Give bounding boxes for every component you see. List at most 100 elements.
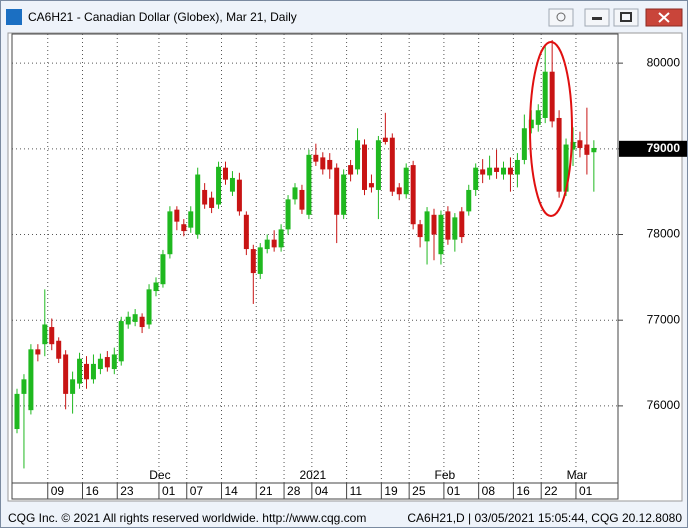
candle-body (410, 165, 416, 225)
date-axis (11, 482, 619, 500)
candle-body (466, 189, 472, 212)
candle-body (292, 187, 298, 200)
candle-body (188, 211, 194, 228)
y-tick-label: 78000 (647, 227, 681, 241)
candle-body (417, 224, 423, 238)
candle-body (174, 209, 180, 222)
candle-body (285, 199, 291, 230)
maximize-button[interactable] (613, 8, 639, 27)
candle-body (125, 316, 131, 325)
candle-body (542, 71, 548, 118)
candle-body (160, 254, 166, 285)
candle-body (21, 379, 27, 394)
y-tick-label: 76000 (647, 398, 681, 412)
candle-body (577, 140, 583, 148)
candle-body (334, 167, 340, 215)
candle-body (389, 137, 395, 192)
candle-body (70, 379, 76, 394)
app-icon (6, 9, 22, 25)
x-tick-label: 23 (120, 484, 134, 498)
candle-body (473, 167, 479, 190)
candle-body (375, 140, 381, 190)
candle-body (382, 137, 388, 142)
candle-body (494, 167, 500, 172)
candle-body (271, 239, 277, 248)
candle-body (313, 154, 319, 162)
candle-body (348, 165, 354, 175)
candle-body (236, 179, 242, 212)
candle-body (181, 224, 187, 232)
candle-body (306, 154, 312, 215)
candle-body (49, 327, 55, 345)
x-tick-label: 28 (287, 484, 301, 498)
month-label: Feb (435, 468, 456, 482)
candle-body (341, 174, 347, 215)
candle-body (63, 354, 69, 394)
minimize-icon (592, 17, 602, 20)
candle-body (403, 167, 409, 195)
candle-body (584, 144, 590, 155)
month-label: 2021 (299, 468, 326, 482)
candle-body (501, 167, 506, 175)
candle-body (202, 189, 208, 205)
y-tick-label: 80000 (647, 55, 681, 69)
candle-body (229, 177, 235, 192)
x-tick-label: 07 (190, 484, 204, 498)
x-tick-label: 11 (350, 484, 363, 498)
footer-left: CQG Inc. © 2021 All rights reserved worl… (8, 511, 366, 525)
pin-button[interactable] (548, 8, 574, 27)
highlight-ellipse (529, 41, 573, 217)
candle-body (535, 110, 541, 125)
x-tick-label: 04 (315, 484, 329, 498)
candle-body (549, 71, 555, 122)
x-tick-label: 16 (86, 484, 100, 498)
window-title: CA6H21 - Canadian Dollar (Globex), Mar 2… (28, 10, 297, 24)
y-tick-label: 77000 (647, 312, 681, 326)
candle-body (264, 239, 270, 250)
x-tick-label: 22 (544, 484, 558, 498)
x-tick-label: 08 (482, 484, 496, 498)
candle-body (320, 157, 326, 170)
last-price-label: 79000 (647, 141, 681, 155)
x-tick-label: 19 (384, 484, 398, 498)
candle-body (35, 349, 41, 355)
candle-body (514, 159, 520, 175)
candle-body (362, 144, 367, 190)
close-icon (658, 12, 670, 23)
candle-body (216, 166, 222, 205)
candle-body (556, 117, 562, 192)
candle-body (528, 119, 534, 129)
candle-body (521, 128, 527, 160)
candle-body (42, 324, 48, 345)
pin-icon (556, 12, 566, 22)
candle-body (111, 354, 117, 370)
candle-body (563, 144, 569, 192)
maximize-icon (620, 12, 632, 22)
candle-body (118, 321, 124, 362)
x-tick-label: 25 (412, 484, 426, 498)
x-tick-label: 09 (51, 484, 65, 498)
x-tick-label: 01 (447, 484, 461, 498)
candle-body (570, 141, 576, 150)
candle-body (396, 187, 402, 195)
candle-body (480, 169, 486, 175)
x-tick-label: 01 (162, 484, 176, 498)
candle-body (459, 211, 465, 238)
x-tick-label: 16 (516, 484, 530, 498)
candle-body (243, 214, 249, 250)
candle-body (195, 174, 201, 235)
footer-right: CA6H21,D | 03/05/2021 15:05:44, CQG 20.1… (407, 511, 682, 525)
month-label: Dec (149, 468, 170, 482)
candle-body (424, 211, 430, 242)
candle-body (355, 140, 361, 170)
candle-body (104, 357, 110, 368)
candle-body (132, 314, 138, 322)
candle-body (257, 247, 263, 274)
candle-body (438, 214, 444, 255)
candle-body (77, 358, 83, 384)
candle-body (368, 183, 374, 188)
candle-body (153, 282, 159, 292)
candle-body (223, 167, 228, 180)
